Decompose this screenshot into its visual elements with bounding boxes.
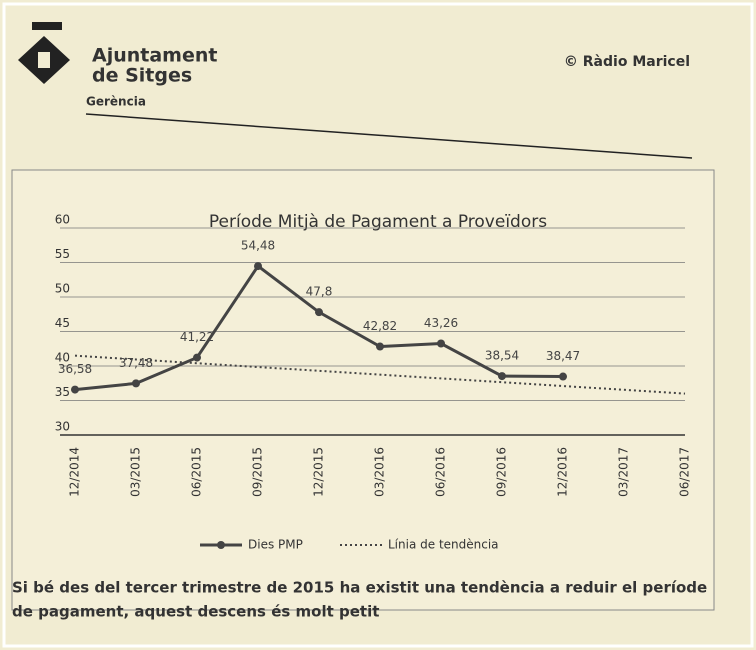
- y-tick-label: 60: [55, 213, 70, 227]
- y-tick-label: 50: [55, 282, 70, 296]
- chart: 30 35 40 45 50 55 60 12/2014 03/2015 06/2015 09/20…: [55, 213, 692, 552]
- x-tick-label: 03/2016: [373, 447, 387, 497]
- x-tick-label: 03/2017: [617, 447, 631, 497]
- data-point: [71, 385, 79, 394]
- legend-label: Línia de tendència: [388, 538, 499, 552]
- data-label: 42,82: [363, 319, 397, 333]
- logo-crown: [32, 22, 62, 30]
- x-tick-label: 09/2016: [495, 447, 509, 497]
- data-point: [437, 339, 445, 348]
- data-point: [376, 342, 384, 351]
- body-text: Si bé des del tercer trimestre de 2015 h…: [12, 579, 707, 597]
- data-label: 36,58: [58, 362, 92, 376]
- body-text: de pagament, aquest descens és molt peti…: [12, 603, 379, 621]
- y-tick-label: 40: [55, 351, 70, 365]
- data-label: 54,48: [241, 239, 275, 253]
- data-point: [254, 262, 262, 271]
- data-label: 41,22: [180, 330, 214, 344]
- x-tick-label: 06/2015: [190, 447, 204, 497]
- data-point: [132, 379, 140, 388]
- data-label: 37,48: [119, 356, 153, 370]
- y-tick-label: 55: [55, 247, 70, 261]
- x-tick-label: 09/2015: [251, 447, 265, 497]
- watermark: © Ràdio Maricel: [564, 54, 690, 70]
- x-tick-label: 06/2017: [678, 447, 692, 497]
- department: Gerència: [86, 95, 146, 109]
- data-point: [315, 308, 323, 317]
- data-label: 38,47: [546, 349, 580, 363]
- y-tick-label: 45: [55, 316, 70, 330]
- data-point: [193, 353, 201, 362]
- data-point: [559, 372, 567, 381]
- legend-marker: [217, 541, 225, 549]
- logo: [18, 22, 70, 84]
- data-label: 38,54: [485, 349, 519, 363]
- logo-tower: [38, 52, 50, 68]
- chart-title: Període Mitjà de Pagament a Proveïdors: [209, 212, 547, 232]
- data-point: [498, 372, 506, 381]
- series-line: [74, 354, 686, 395]
- data-label: 43,26: [424, 316, 458, 330]
- y-tick-label: 35: [55, 385, 70, 399]
- data-label: 47,8: [306, 285, 333, 299]
- legend-label: Dies PMP: [248, 538, 303, 552]
- org-name: de Sitges: [92, 65, 192, 87]
- y-tick-label: 30: [55, 420, 70, 434]
- x-tick-label: 12/2014: [68, 447, 82, 497]
- chart-frame: [11, 169, 715, 611]
- header-rule: [85, 113, 693, 159]
- x-tick-label: 12/2016: [556, 447, 570, 497]
- x-tick-label: 06/2016: [434, 447, 448, 497]
- x-tick-label: 12/2015: [312, 447, 326, 497]
- org-name: Ajuntament: [92, 45, 217, 67]
- x-tick-label: 03/2015: [129, 447, 143, 497]
